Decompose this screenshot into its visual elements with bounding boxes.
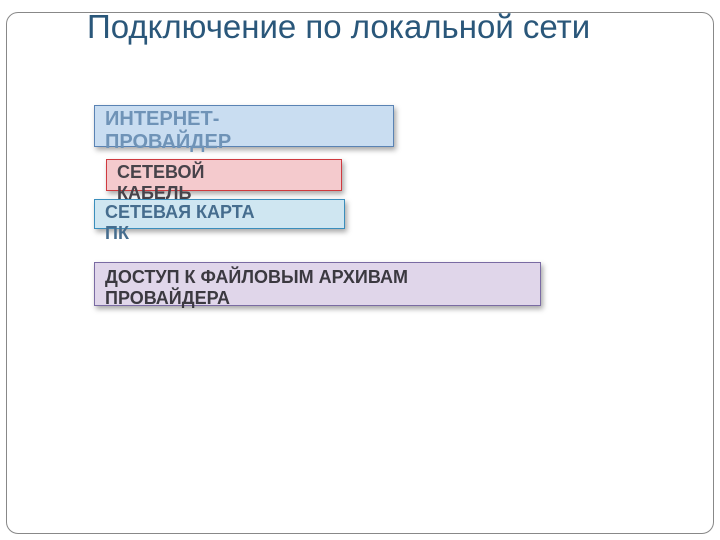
box-file-archives-access: ДОСТУП К ФАЙЛОВЫМ АРХИВАМ ПРОВАЙДЕРА: [94, 262, 541, 306]
page-title: Подключение по локальной сети: [87, 8, 647, 46]
box-label: СЕТЕВОЙ КАБЕЛЬ: [117, 162, 205, 203]
box-internet-provider: ИНТЕРНЕТ- ПРОВАЙДЕР: [94, 105, 394, 147]
box-label: ДОСТУП К ФАЙЛОВЫМ АРХИВАМ ПРОВАЙДЕРА: [105, 267, 408, 308]
box-network-card: СЕТЕВАЯ КАРТА ПК: [94, 199, 345, 229]
box-label: СЕТЕВАЯ КАРТА ПК: [105, 202, 255, 243]
box-label: ИНТЕРНЕТ- ПРОВАЙДЕР: [105, 108, 231, 154]
box-network-cable: СЕТЕВОЙ КАБЕЛЬ: [106, 159, 342, 191]
